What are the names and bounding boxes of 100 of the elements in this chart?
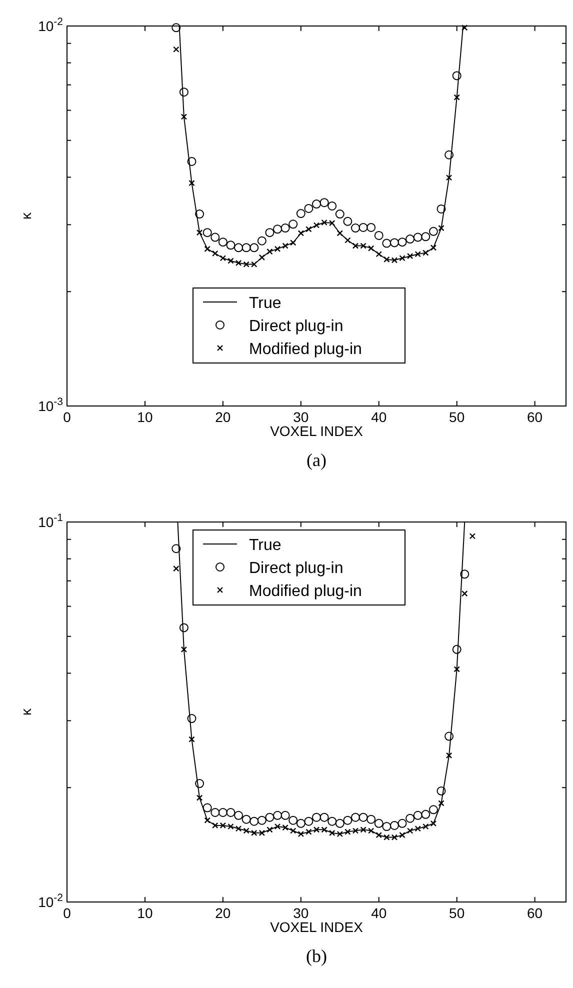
point (335, 818, 344, 828)
point (368, 245, 374, 252)
point (290, 828, 296, 834)
point (462, 590, 468, 597)
point (320, 812, 329, 822)
point (296, 818, 306, 828)
point (180, 114, 188, 120)
point (196, 229, 203, 236)
x-tick-label: 10 (137, 409, 153, 425)
point (312, 812, 321, 822)
point (172, 544, 181, 554)
point (376, 251, 382, 258)
point (290, 240, 296, 246)
point (273, 810, 282, 820)
point (280, 224, 290, 233)
point (399, 832, 406, 838)
point (258, 254, 266, 261)
point (220, 255, 226, 262)
point (446, 174, 452, 181)
point (179, 88, 188, 97)
x-tick-label: 60 (527, 409, 543, 425)
point (399, 255, 406, 262)
point (188, 736, 195, 742)
point (228, 258, 234, 264)
point (226, 240, 236, 250)
point (320, 198, 329, 208)
point (428, 226, 438, 236)
point (460, 570, 470, 579)
point (274, 246, 281, 252)
point (282, 242, 288, 249)
point (218, 238, 228, 247)
point (444, 732, 454, 741)
point (406, 234, 415, 244)
point (376, 832, 382, 838)
point (413, 232, 422, 242)
point (204, 817, 210, 824)
point (430, 820, 437, 827)
point (414, 826, 421, 832)
point (398, 238, 407, 247)
point (187, 156, 196, 166)
point (436, 204, 446, 214)
point (187, 714, 196, 724)
point (344, 237, 351, 244)
legend-label: Modified plug-in (249, 583, 362, 600)
point (350, 812, 360, 822)
point (328, 201, 337, 210)
point (430, 244, 437, 251)
x-tick-label: 40 (371, 905, 387, 921)
point (428, 805, 438, 814)
point (195, 779, 204, 788)
point (382, 238, 392, 248)
point (313, 222, 320, 228)
point (304, 204, 314, 213)
x-tick-label: 10 (137, 905, 153, 921)
x-tick-label: 0 (63, 905, 72, 921)
legend-label: Direct plug-in (249, 560, 344, 577)
point (446, 752, 452, 759)
point (390, 238, 399, 248)
point (298, 230, 304, 236)
point (173, 46, 180, 52)
point (195, 210, 204, 219)
point (266, 826, 273, 833)
legend-label: Modified plug-in (249, 341, 362, 358)
point (343, 816, 352, 825)
x-axis-title: VOXEL INDEX (270, 423, 364, 439)
legend-label: Direct plug-in (249, 318, 344, 335)
point (204, 246, 210, 252)
point (273, 224, 282, 234)
point (172, 23, 181, 32)
point (212, 250, 218, 257)
x-tick-label: 30 (293, 409, 309, 425)
point (280, 810, 290, 820)
point (250, 816, 259, 826)
point (382, 822, 392, 832)
point (374, 818, 384, 828)
point (242, 243, 251, 252)
x-tick-label: 40 (371, 409, 387, 425)
x-tick-label: 50 (449, 905, 465, 921)
y-axis-title: κ (18, 212, 34, 220)
point (366, 814, 376, 824)
y-tick-label: 10$^{-2}$ (38, 16, 64, 34)
point (358, 812, 368, 822)
point (306, 828, 312, 835)
point (210, 232, 220, 242)
point (296, 209, 306, 218)
point (390, 820, 399, 830)
point (210, 808, 220, 817)
point (350, 224, 360, 233)
point (454, 666, 460, 672)
legend-label: True (249, 537, 282, 554)
point (242, 814, 251, 824)
y-tick-label: 10$^{-3}$ (38, 396, 64, 414)
point (366, 222, 376, 232)
point (304, 816, 314, 826)
point (180, 646, 188, 653)
text: (b) (306, 946, 327, 966)
point (421, 232, 430, 242)
point (436, 786, 446, 796)
point (234, 243, 244, 252)
legend-label: True (249, 295, 282, 312)
